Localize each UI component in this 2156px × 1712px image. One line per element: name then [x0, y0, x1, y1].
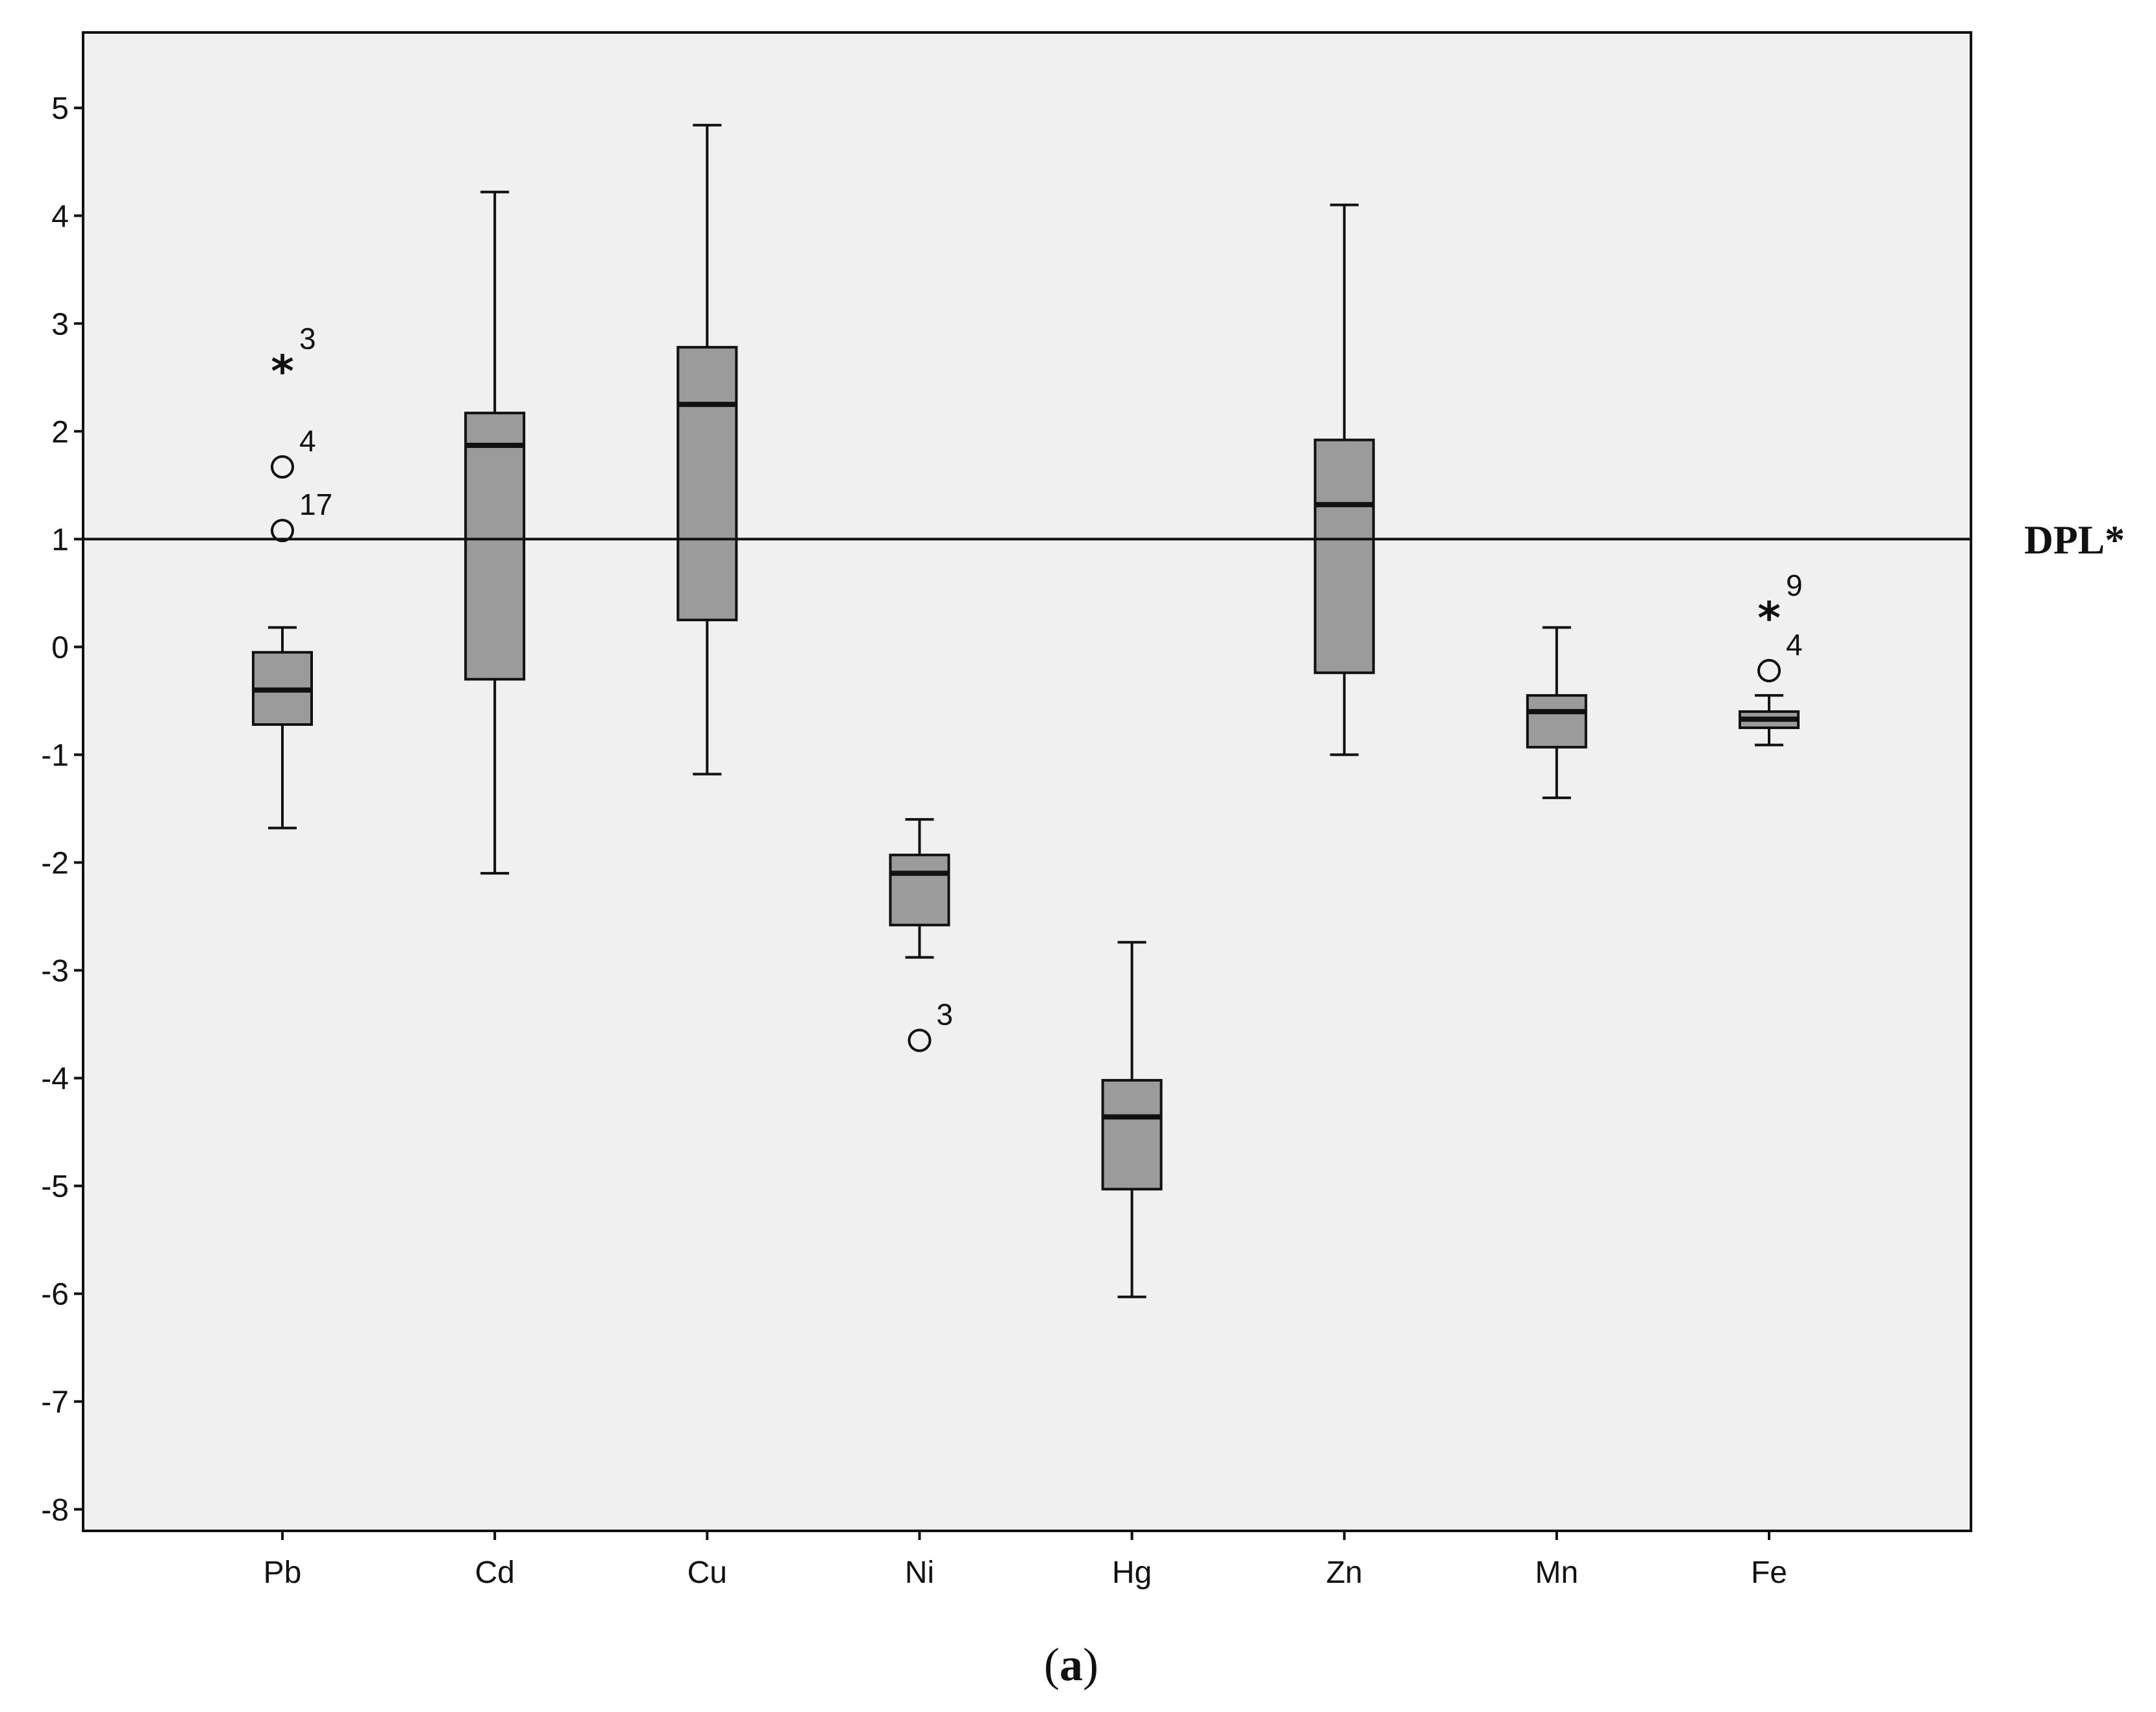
outlier-label: 9 [1786, 569, 1803, 602]
outlier-circle [908, 1028, 932, 1052]
box-hg [1101, 941, 1163, 1298]
outlier-label: 17 [299, 488, 332, 521]
caption-open-paren: ( [1044, 1639, 1059, 1691]
outlier-circle [271, 455, 294, 479]
y-tick-label: -2 [41, 847, 69, 881]
y-tick-label: 2 [51, 415, 69, 449]
reference-line-group: DPL* [83, 518, 2125, 562]
box-zn [1313, 203, 1375, 756]
box-fe: *9 4 [1739, 569, 1803, 747]
outlier-star: * [271, 346, 294, 397]
y-tick-label: -8 [41, 1493, 69, 1528]
outlier-circle [271, 519, 294, 543]
box-ni: 3 [889, 818, 953, 1052]
caption-close-paren: ) [1083, 1639, 1098, 1691]
outlier-circle [1757, 658, 1781, 682]
box-cd [464, 190, 526, 875]
y-tick-label: -6 [41, 1278, 69, 1312]
outlier-star: * [1757, 593, 1781, 645]
iqr-box [889, 853, 950, 926]
outlier-label: 3 [299, 321, 316, 355]
outlier-label: 3 [936, 998, 953, 1032]
y-tick-label: -4 [41, 1062, 69, 1097]
y-axis: 5 4 3 2 1 0 -1 -2 -3 -4 -5 -6 -7 -8 [41, 92, 83, 1528]
x-tick-label-pb: Pb [264, 1556, 302, 1590]
x-tick-label-ni: Ni [905, 1556, 934, 1590]
y-tick-label: 5 [51, 92, 69, 126]
x-tick-label-cu: Cu [688, 1556, 727, 1590]
box-pb: *3 4 17 [252, 321, 332, 830]
y-tick-label: -7 [41, 1385, 69, 1420]
iqr-box [676, 345, 738, 621]
x-tick-label-hg: Hg [1112, 1556, 1152, 1590]
iqr-box [1526, 694, 1587, 749]
iqr-box [1313, 438, 1375, 675]
iqr-box [464, 412, 526, 681]
iqr-box [1101, 1078, 1163, 1191]
y-tick-label: 0 [51, 630, 69, 665]
y-tick-label: -1 [41, 738, 69, 773]
y-tick-label: -3 [41, 954, 69, 989]
y-tick-label: 3 [51, 307, 69, 341]
caption-letter: a [1059, 1639, 1083, 1691]
y-tick-label: 4 [51, 199, 69, 234]
figure-caption: (a) [1044, 1639, 1098, 1691]
y-tick-label: -5 [41, 1170, 69, 1204]
box-mn [1526, 626, 1587, 799]
x-tick-label-mn: Mn [1535, 1556, 1579, 1590]
outlier-label: 4 [299, 424, 316, 458]
box-cu [676, 123, 738, 776]
x-tick-label-fe: Fe [1751, 1556, 1787, 1590]
y-tick-label: 1 [51, 523, 69, 557]
dpl-reference-label: DPL* [2024, 518, 2125, 562]
x-tick-label-cd: Cd [475, 1556, 514, 1590]
x-tick-label-zn: Zn [1326, 1556, 1363, 1590]
x-axis: Pb Cd Cu Ni Hg Zn Mn Fe [264, 1531, 1787, 1590]
plot-area [82, 31, 1972, 1532]
outlier-label: 4 [1786, 628, 1803, 662]
